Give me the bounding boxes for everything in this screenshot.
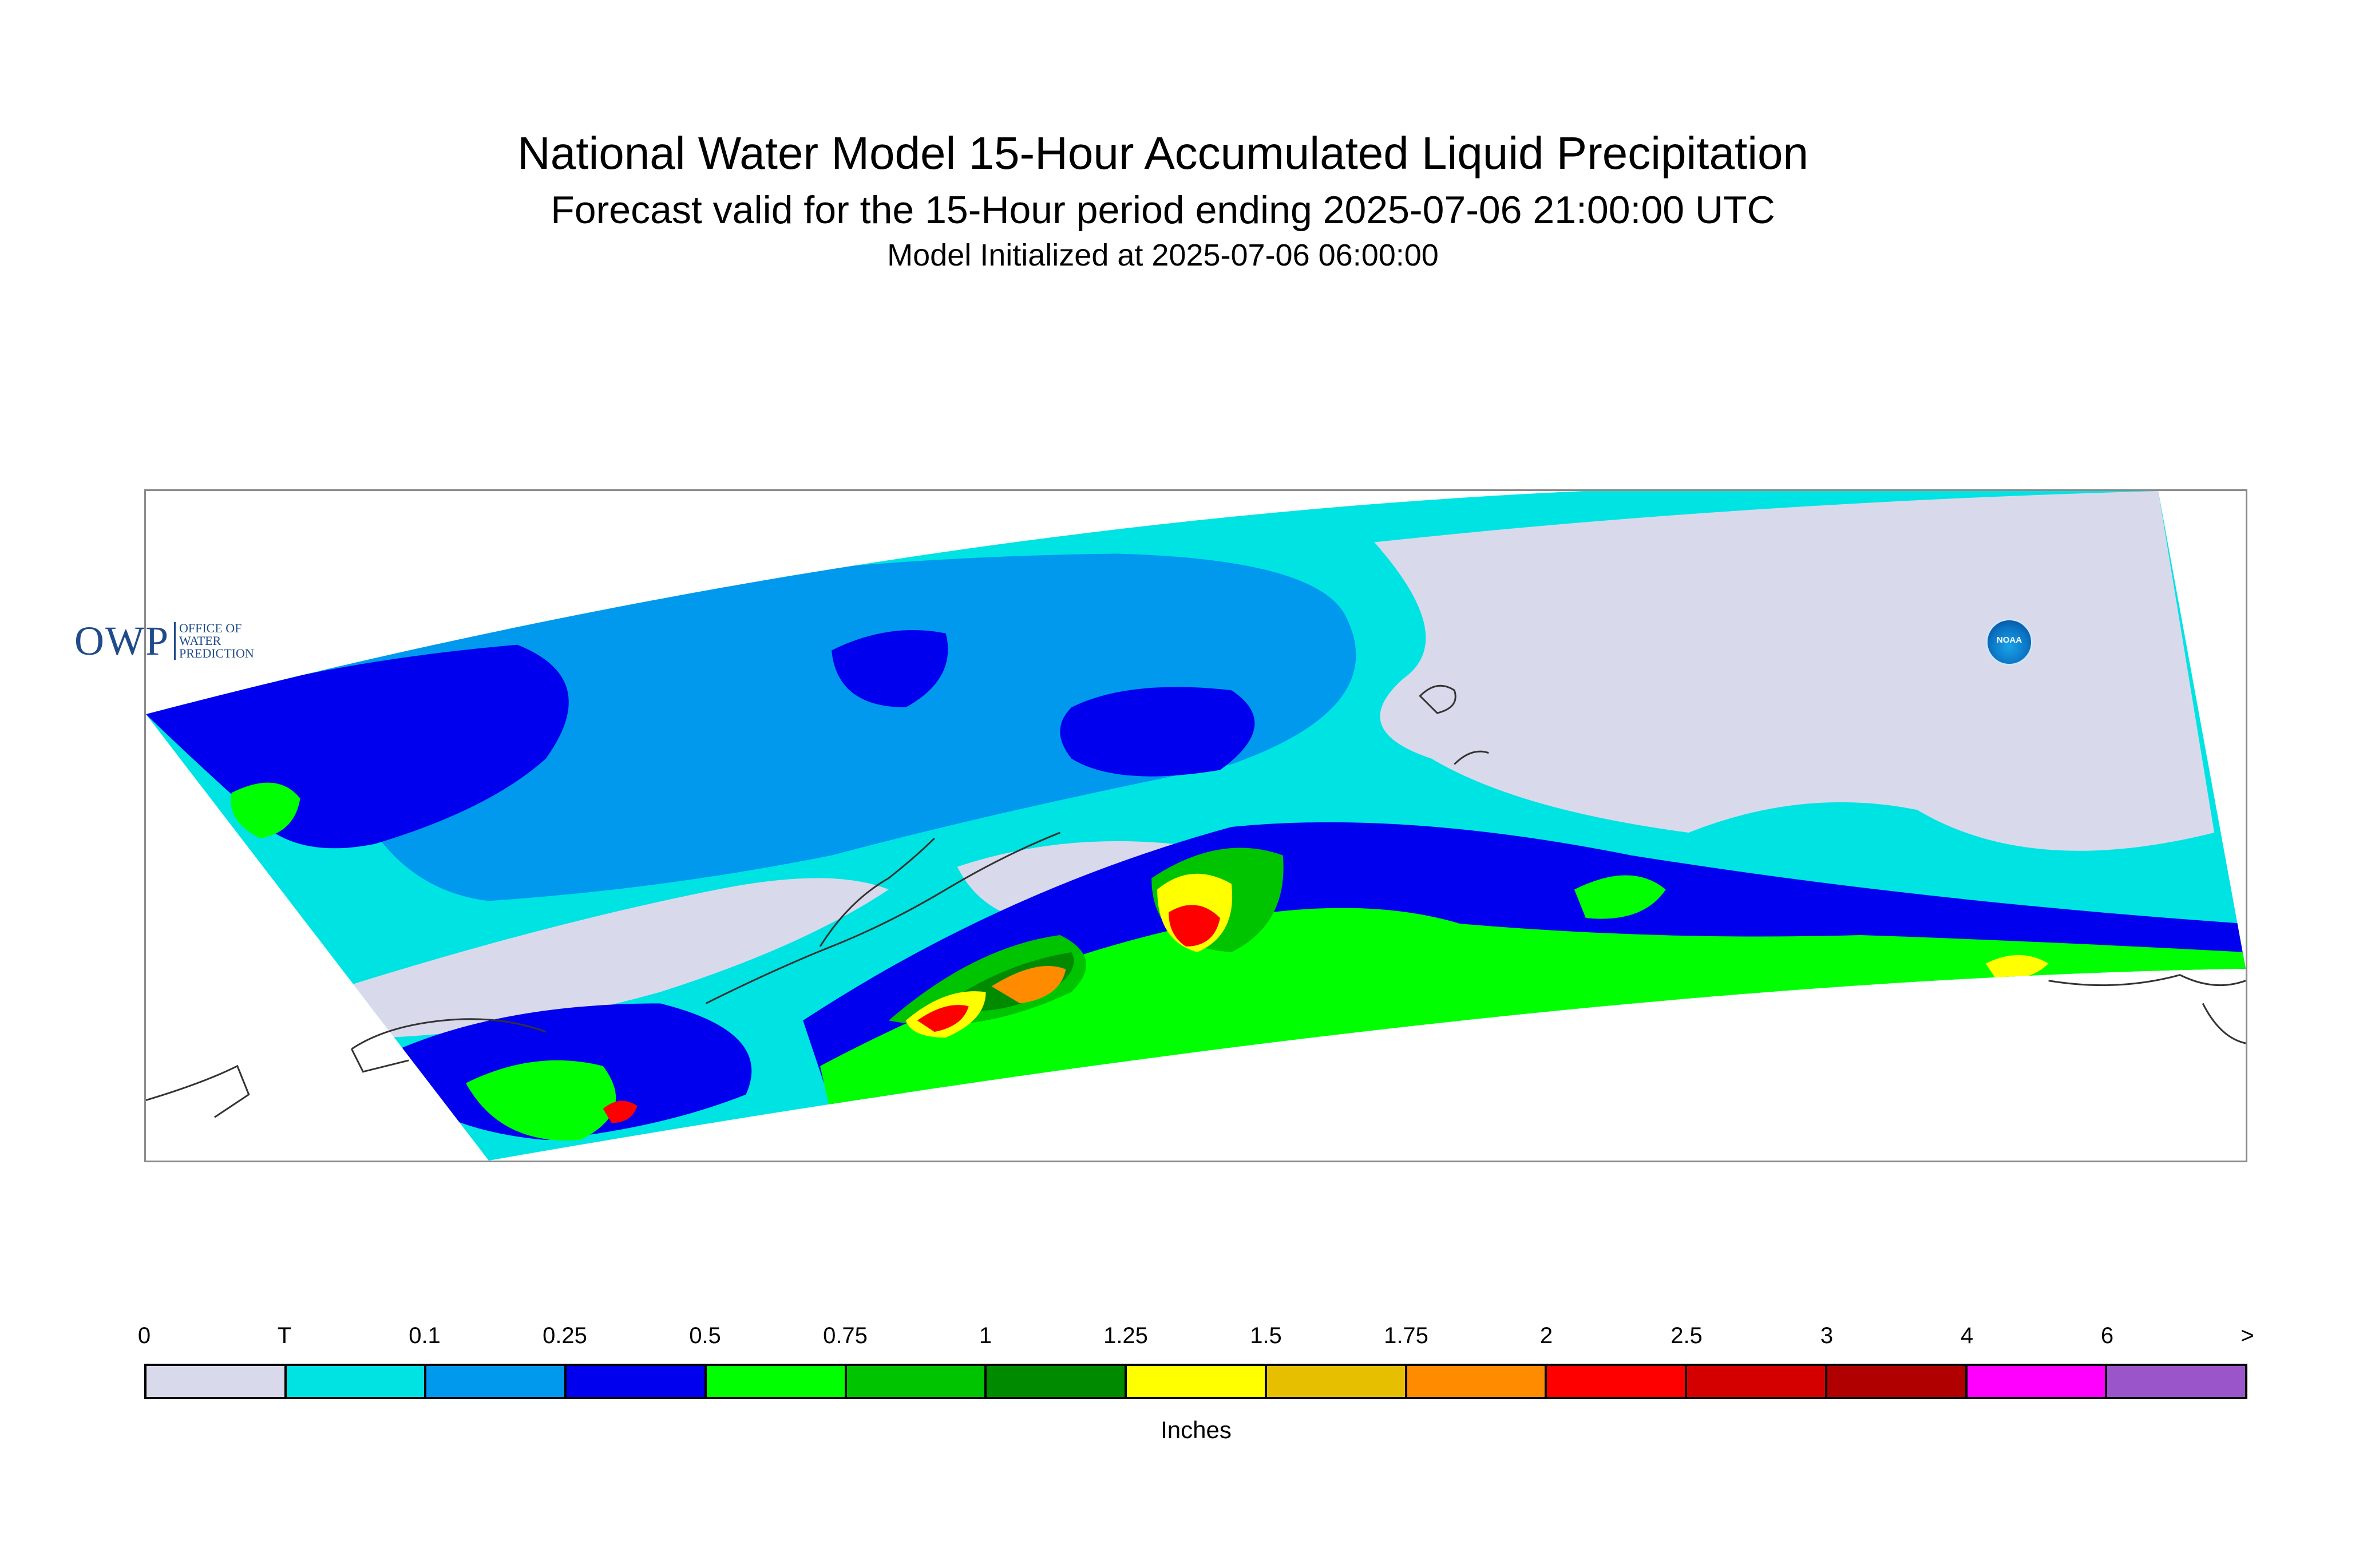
legend-tick-label: 1.25 [1103,1323,1148,1348]
owp-logo-line: PREDICTION [179,646,254,660]
legend-swatch [286,1366,427,1397]
owp-logo-line: WATER [179,633,221,648]
coastlines [146,684,2246,1118]
legend-swatch [846,1366,987,1397]
legend-tick-label: 0.5 [689,1323,721,1348]
legend-tick-label: 0.1 [409,1323,441,1348]
legend-swatch [1827,1366,1968,1397]
legend-swatch [987,1366,1127,1397]
legend-swatch [1687,1366,1827,1397]
legend-tick-label: > [2241,1323,2254,1348]
legend-tick-label: 1.5 [1250,1323,1282,1348]
moderate-precip-north [832,630,948,708]
legend-tick-label: 1 [979,1323,992,1348]
legend-swatch [1967,1366,2108,1397]
legend-tick-label: 0.25 [543,1323,587,1348]
heavy-precip-northwest [231,782,300,838]
legend-swatch [567,1366,707,1397]
legend-units: Inches [1161,1416,1232,1443]
noaa-logo-icon: NOAA [1986,619,2033,666]
legend-tick-label: 3 [1820,1323,1834,1348]
intense-core-c [991,966,1066,1004]
heavy-precip-south-band [820,908,2246,1118]
precipitation-field [146,491,2246,1161]
legend-swatch [1266,1366,1407,1397]
extreme-core-c [603,1100,638,1123]
no-precip-region-west [346,878,889,1038]
legend-tick-label: 2 [1539,1323,1553,1348]
legend-tick-label: 0 [137,1323,151,1348]
extreme-core-b [1169,905,1220,947]
intense-core-d [1985,955,2049,981]
legend-swatch [147,1366,287,1397]
owp-logo-mark: OWP [74,617,169,664]
legend-swatch [426,1366,567,1397]
legend-swatch [706,1366,847,1397]
light-precip-north [317,553,1356,901]
owp-logo-text: OFFICE OF WATER PREDICTION [174,622,254,660]
map-title: National Water Model 15-Hour Accumulated… [517,128,1808,179]
color-legend [144,1364,2247,1399]
no-precip-region-east [1374,491,2215,851]
noaa-logo-text: NOAA [1996,635,2022,645]
heavy-precip-southwest [466,1060,616,1141]
legend-swatch [1407,1366,1547,1397]
model-init-time: Model Initialized at 2025-07-06 06:00:00 [887,238,1439,272]
no-precip-region-center [957,841,1175,924]
legend-tick-label: 6 [2100,1323,2114,1348]
map-subtitle: Forecast valid for the 15-Hour period en… [551,188,1775,232]
precipitation-map [144,489,2247,1162]
extreme-core-a [917,1005,969,1032]
legend-tick-label: 0.75 [823,1323,868,1348]
heavy-precip-east [1574,875,1666,919]
owp-logo-line: OFFICE OF [179,621,242,635]
legend-tick-label: 4 [1960,1323,1974,1348]
legend-swatch [1547,1366,1688,1397]
legend-swatch [1127,1366,1267,1397]
legend-tick-label: 1.75 [1384,1323,1428,1348]
owp-logo: OWP OFFICE OF WATER PREDICTION [74,615,254,667]
legend-tick-label: T [277,1323,292,1348]
moderate-precip-center [1060,687,1255,777]
legend-tick-label: 2.5 [1671,1323,1703,1348]
legend-swatch [2107,1366,2246,1397]
